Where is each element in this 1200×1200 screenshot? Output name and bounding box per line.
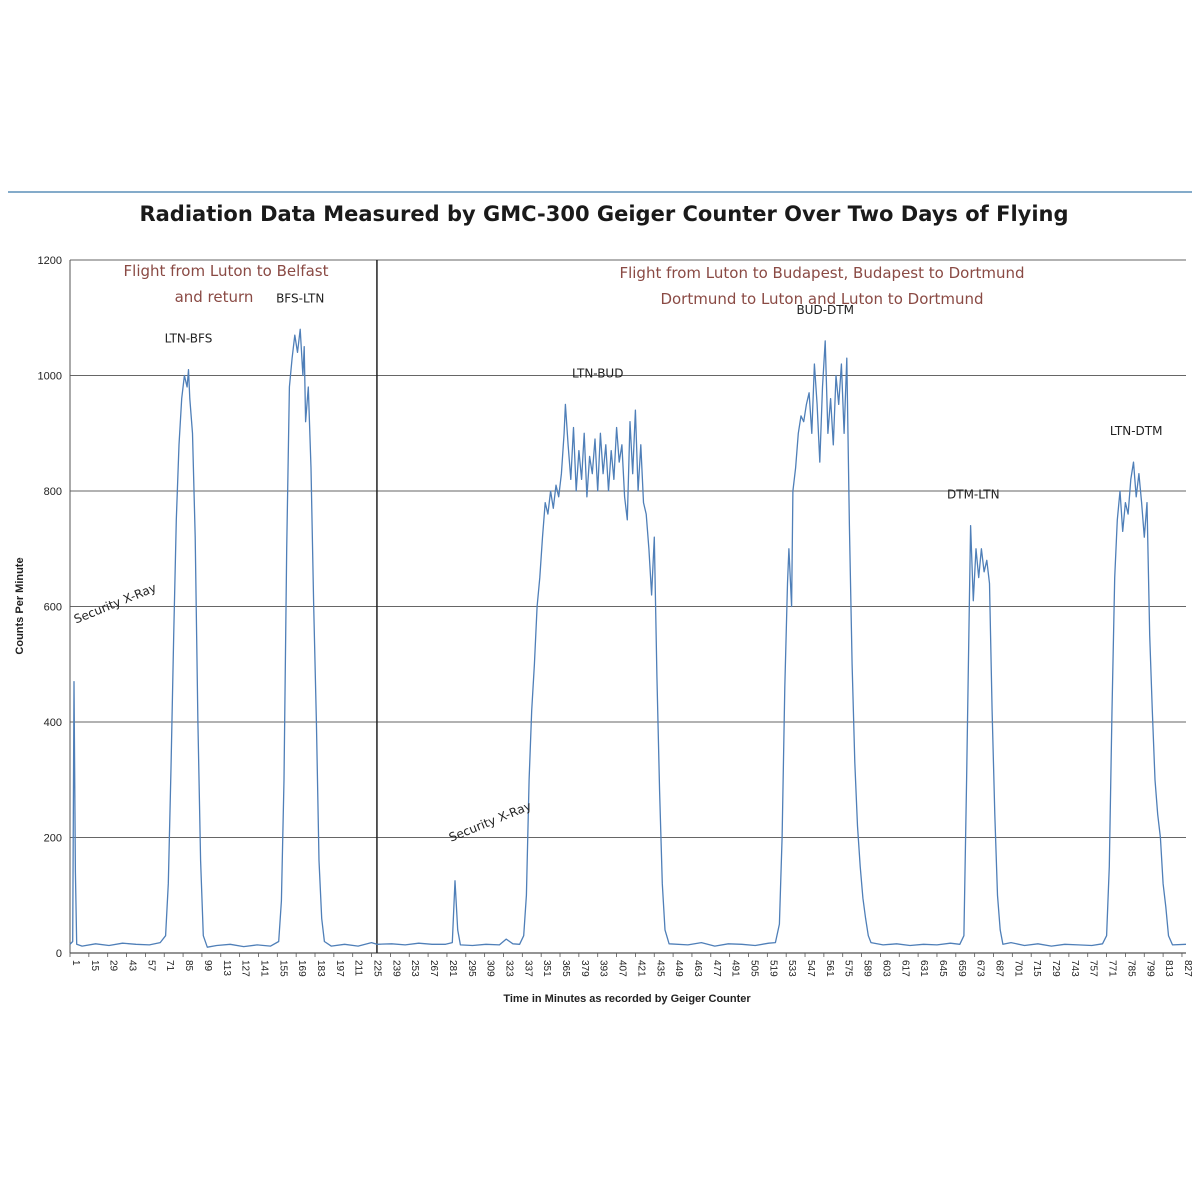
x-tick-label: 239 [390, 960, 401, 977]
x-tick-label: 771 [1107, 960, 1118, 977]
flight-label: BUD-DTM [796, 303, 854, 317]
x-tick-label: 673 [975, 960, 986, 977]
flight-label: DTM-LTN [947, 488, 1000, 502]
y-tick-label: 0 [56, 948, 62, 960]
x-tick-label: 365 [560, 960, 571, 977]
x-tick-label: 113 [221, 960, 232, 976]
x-tick-label: 15 [89, 960, 100, 972]
flight-label: LTN-BFS [165, 332, 213, 346]
y-axis: 0 200 400 600 800 1000 1200 [38, 255, 62, 960]
x-tick-label: 183 [315, 960, 326, 977]
flight-label: LTN-BUD [572, 366, 624, 380]
x-tick-label: 309 [485, 960, 496, 977]
x-axis: 1 15 29 43 57 71 85 99 113 127 141 155 169 183 197 211 2… [69, 953, 1193, 977]
x-tick-label: 547 [805, 960, 816, 977]
x-tick-label: 421 [635, 960, 646, 977]
x-axis-title: Time in Minutes as recorded by Geiger Co… [503, 993, 751, 1005]
x-tick-label: 799 [1144, 960, 1155, 977]
labels: Flight from Luton to Belfast and return Fl… [72, 262, 1163, 845]
region-label: Flight from Luton to Budapest, Budapest … [619, 264, 1024, 282]
x-tick-label: 533 [786, 960, 797, 977]
x-tick-label: 57 [145, 960, 156, 972]
grid [69, 259, 1186, 954]
x-tick-label: 729 [1050, 960, 1061, 977]
x-tick-label: 141 [258, 960, 269, 977]
chart-title: Radiation Data Measured by GMC-300 Geige… [139, 202, 1068, 226]
x-tick-label: 281 [447, 960, 458, 977]
x-tick-label: 463 [692, 960, 703, 977]
x-tick-label: 617 [899, 960, 910, 977]
y-axis-title: Counts Per Minute [14, 557, 26, 654]
x-tick-label: 505 [748, 960, 759, 977]
x-tick-label: 491 [730, 960, 741, 977]
x-tick-label: 589 [862, 960, 873, 977]
x-tick-label: 575 [843, 960, 854, 977]
y-tick-label: 1000 [38, 371, 62, 383]
x-tick-label: 715 [1031, 960, 1042, 977]
x-tick-label: 519 [767, 960, 778, 977]
x-tick-label: 449 [673, 960, 684, 977]
x-tick-label: 407 [617, 960, 628, 977]
region-label: Dortmund to Luton and Luton to Dortmund [660, 290, 983, 308]
x-tick-label: 603 [880, 960, 891, 977]
x-tick-label: 645 [937, 960, 948, 977]
x-tick-label: 379 [579, 960, 590, 977]
region-label: Flight from Luton to Belfast [124, 262, 329, 280]
x-tick-label: 127 [240, 960, 251, 977]
x-tick-label: 155 [277, 960, 288, 977]
x-tick-label: 701 [1012, 960, 1023, 977]
security-xray-label: Security X-Ray [72, 581, 158, 627]
x-tick-label: 43 [127, 960, 138, 972]
x-tick-label: 225 [372, 960, 383, 977]
x-tick-label: 561 [824, 960, 835, 977]
x-tick-label: 29 [108, 960, 119, 972]
x-tick-label: 351 [541, 960, 552, 977]
x-tick-label: 393 [598, 960, 609, 977]
x-tick-label: 337 [522, 960, 533, 977]
x-tick-label: 1 [70, 960, 81, 966]
series-line [69, 328, 1187, 948]
x-tick-label: 253 [409, 960, 420, 977]
x-tick-label: 169 [296, 960, 307, 977]
x-tick-label: 827 [1182, 960, 1193, 977]
y-tick-label: 400 [44, 717, 62, 729]
x-tick-label: 687 [993, 960, 1004, 977]
x-tick-label: 197 [334, 960, 345, 977]
y-tick-label: 600 [44, 602, 62, 614]
flight-label: LTN-DTM [1110, 424, 1163, 438]
x-tick-label: 813 [1163, 960, 1174, 977]
x-tick-label: 743 [1069, 960, 1080, 977]
y-tick-label: 800 [44, 486, 62, 498]
x-tick-label: 785 [1125, 960, 1136, 977]
x-tick-label: 659 [956, 960, 967, 977]
y-tick-label: 1200 [38, 255, 62, 267]
x-tick-label: 323 [503, 960, 514, 977]
x-tick-label: 85 [183, 960, 194, 972]
x-tick-label: 435 [654, 960, 665, 977]
x-tick-label: 631 [918, 960, 929, 977]
x-tick-label: 477 [711, 960, 722, 977]
data-series [69, 328, 1187, 948]
region-label: and return [175, 288, 254, 306]
x-tick-label: 71 [164, 960, 175, 972]
x-tick-label: 99 [202, 960, 213, 972]
x-tick-label: 295 [466, 960, 477, 977]
flight-label: BFS-LTN [276, 291, 324, 305]
x-tick-label: 757 [1088, 960, 1099, 977]
x-tick-label: 267 [428, 960, 439, 977]
x-tick-label: 211 [353, 960, 364, 976]
y-tick-label: 200 [44, 833, 62, 845]
